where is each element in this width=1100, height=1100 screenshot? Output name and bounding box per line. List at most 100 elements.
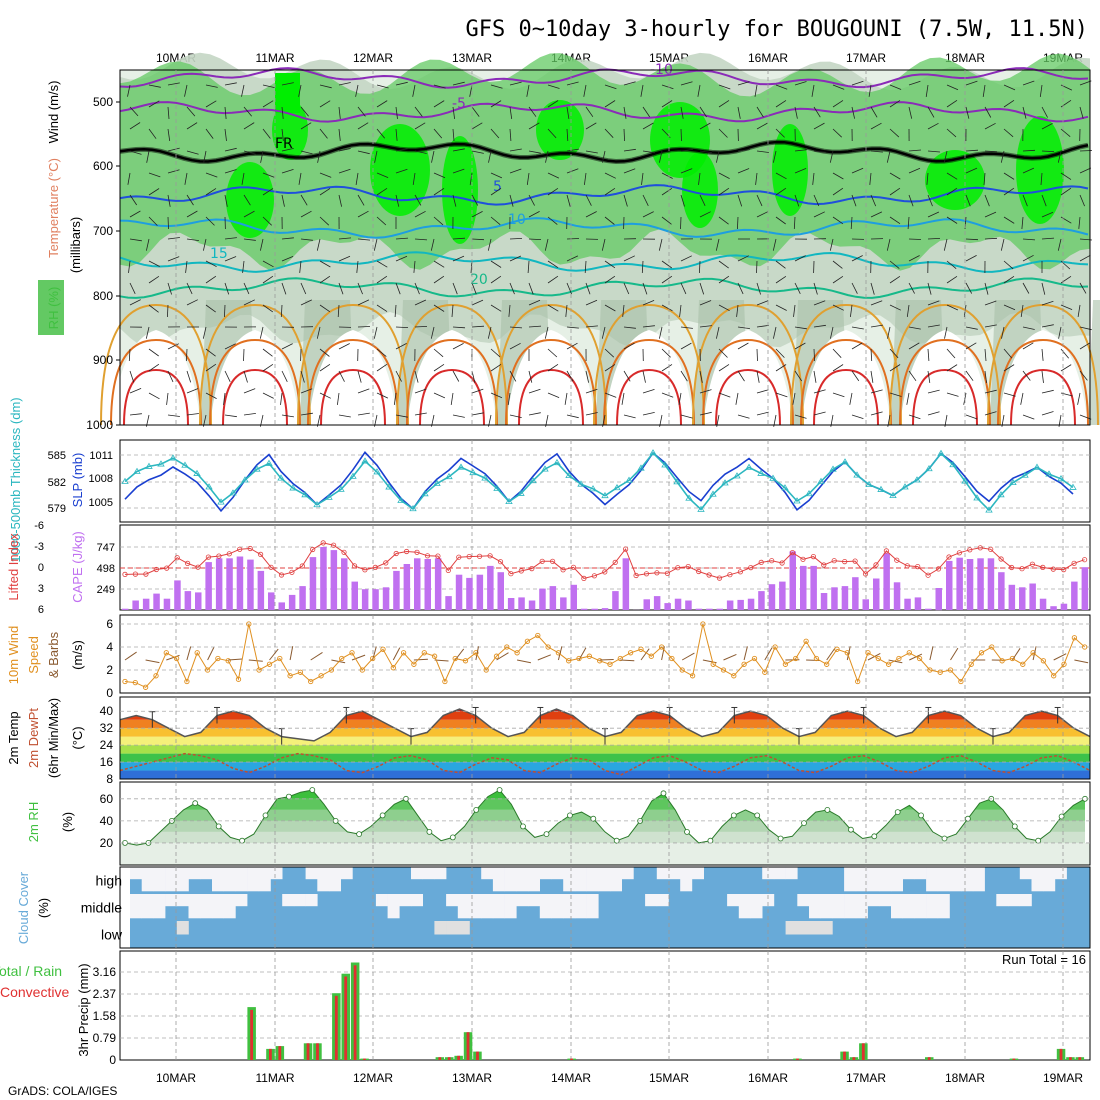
wind-barb	[775, 304, 787, 311]
wind-barb	[927, 324, 940, 328]
wind-barb	[148, 188, 160, 196]
wind-barb	[680, 194, 685, 207]
isotherm-dome	[702, 338, 794, 426]
wind-barb	[623, 128, 625, 142]
wind-barb	[775, 128, 785, 138]
wind-barb	[376, 216, 387, 226]
precip-conv-bar	[1069, 1057, 1072, 1060]
wind-barb	[661, 275, 673, 284]
wind-barb	[281, 128, 284, 141]
precip-conv-bar	[353, 965, 357, 1060]
li-marker	[925, 572, 931, 578]
thickness-marker	[229, 489, 237, 496]
wind-barb	[850, 216, 853, 230]
wind-barb	[262, 188, 274, 196]
cloud-gap	[153, 894, 166, 919]
rh-blob	[275, 73, 300, 113]
wind-panel: 6 4 2 0 10m Wind Speed & Barbs (m/s)	[6, 614, 1091, 700]
li-marker	[706, 572, 712, 578]
wind-barb	[661, 260, 673, 269]
wind-barb	[737, 81, 750, 86]
bottom-date-axis: 10MAR 11MAR 12MAR 13MAR 14MAR 15MAR 16MAR 17MAR…	[156, 1071, 1083, 1085]
cloud-gap	[422, 867, 435, 880]
cloud-gap	[645, 894, 658, 907]
cape-bar	[747, 598, 755, 610]
wind-barb	[547, 187, 559, 196]
isotherm-label: 5	[493, 179, 502, 195]
thickness-marker	[733, 472, 741, 479]
wind-barb	[716, 150, 720, 163]
wind-marker	[762, 669, 768, 675]
wind-barb	[829, 150, 834, 163]
wind-barb	[925, 84, 929, 97]
wind-marker	[204, 667, 211, 673]
wind-barb	[452, 343, 464, 350]
wind-barb	[623, 342, 635, 350]
precip-conv-bar	[1012, 1058, 1016, 1060]
wind-barb	[984, 411, 997, 416]
cape-bar	[122, 608, 129, 610]
wind-barb	[471, 122, 483, 130]
surface-barb	[681, 652, 695, 661]
isotherm-dome	[899, 338, 991, 426]
wind-barb	[471, 106, 480, 117]
thickness-marker	[493, 484, 501, 491]
wind-barb	[604, 364, 616, 372]
cloud-gap	[492, 867, 505, 892]
wind-barb	[623, 370, 631, 382]
rh-marker	[567, 812, 573, 819]
isotherm-dome	[419, 368, 485, 426]
wind-barb	[224, 282, 230, 295]
wind-marker	[720, 667, 727, 673]
surface-barb	[1074, 659, 1089, 664]
cloud-frame	[119, 866, 1091, 949]
wind-barb	[129, 370, 135, 383]
wind-barb	[775, 84, 788, 90]
wind-marker	[906, 650, 912, 656]
cape-bar	[320, 547, 327, 610]
cloud-gap	[434, 867, 447, 880]
wind-barb	[641, 172, 644, 185]
cape-bar	[466, 577, 473, 610]
isotherm-label: FR	[275, 136, 293, 152]
temp-unit-label: (°C)	[70, 726, 85, 749]
li-marker	[289, 569, 295, 575]
cloud-gap	[574, 867, 587, 892]
cape-bar	[674, 598, 682, 610]
cloud-gap	[855, 894, 868, 919]
wind-barb	[697, 84, 701, 97]
isotherm-dome	[307, 338, 399, 426]
wind-barb	[412, 172, 416, 185]
rh-band	[125, 798, 1085, 810]
wind-barb	[566, 238, 580, 240]
wind-barb	[1000, 238, 1005, 251]
wind-barb	[205, 84, 218, 88]
wind-barb	[718, 216, 729, 225]
cape-tick: 249	[97, 584, 115, 596]
wind-marker	[421, 650, 427, 656]
li-marker	[935, 566, 942, 572]
surface-barb	[661, 646, 665, 661]
wind-barb	[908, 342, 920, 350]
upper-frame	[119, 69, 1091, 426]
wind-barb	[889, 100, 901, 108]
thickness-marker	[421, 490, 429, 497]
wind-barb	[433, 348, 444, 358]
wind-barb	[1057, 238, 1062, 251]
wind-barb	[965, 282, 973, 294]
wind-barb	[433, 84, 446, 89]
wind-barb	[604, 260, 616, 269]
wind-marker	[885, 661, 892, 667]
precip-conv-bar	[278, 1046, 282, 1060]
li-marker	[946, 554, 952, 560]
wind-barb	[889, 128, 900, 138]
wind-barb	[338, 168, 351, 174]
wind-barb	[509, 282, 515, 295]
wind-barb	[319, 128, 328, 139]
thickness-marker	[373, 468, 381, 475]
date-label: 10MAR	[156, 1071, 196, 1085]
isotherm-dome	[616, 368, 682, 426]
li-marker	[612, 559, 618, 566]
wind-barb	[300, 370, 305, 383]
cloud-gap	[305, 894, 318, 907]
